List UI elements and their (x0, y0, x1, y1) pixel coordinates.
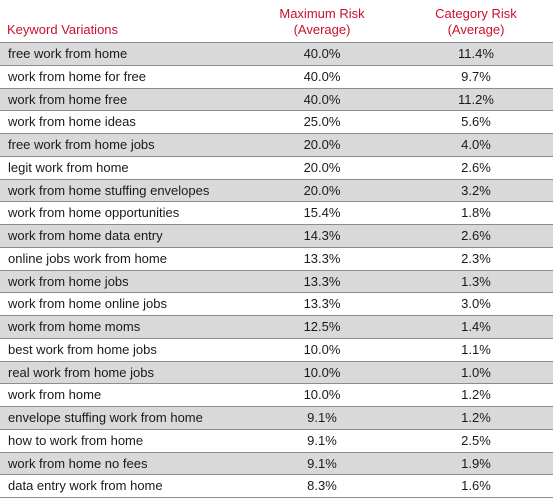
keyword-cell: work from home moms (8, 319, 141, 334)
keyword-cell: work from home online jobs (8, 296, 167, 312)
table-row: free work from home 40.0% 11.4% (0, 43, 553, 66)
category-risk-cell: 3.0% (461, 296, 491, 312)
maximum-risk-cell: 10.0% (303, 364, 341, 380)
maximum-risk-cell: 10.0% (303, 341, 341, 357)
table-row: work from home for free 40.0% 9.7% (0, 66, 553, 89)
keyword-cell: work from home for free (8, 68, 146, 84)
category-risk-cell: 2.6% (461, 228, 491, 243)
keyword-cell: work from home (8, 387, 102, 403)
category-risk-cell: 11.4% (458, 46, 494, 61)
category-risk-cell: 1.0% (461, 364, 491, 380)
table-row: data entry work from home 8.3% 1.6% (0, 475, 553, 498)
category-risk-cell: 2.5% (461, 432, 491, 448)
maximum-risk-cell: 15.4% (303, 205, 341, 221)
maximum-risk-cell: 8.3% (307, 478, 337, 494)
maximum-risk-cell: 40.0% (303, 68, 341, 84)
category-risk-cell: 1.6% (461, 478, 491, 494)
maximum-risk-cell: 13.3% (303, 250, 341, 266)
table-body: free work from home 40.0% 11.4% work from h… (0, 43, 553, 498)
keyword-cell: work from home jobs (8, 273, 129, 289)
maximum-risk-cell: 14.3% (303, 228, 341, 243)
keyword-cell: how to work from home (8, 432, 144, 448)
table-row: work from home moms 12.5% 1.4% (0, 316, 553, 339)
category-risk-cell: 11.2% (458, 91, 494, 107)
table-row: work from home free 40.0% 11.2% (0, 88, 553, 112)
table-row: work from home data entry 14.3% 2.6% (0, 225, 553, 248)
category-risk-cell: 2.6% (461, 159, 491, 175)
table-row: how to work from home 9.1% 2.5% (0, 430, 553, 453)
category-risk-cell: 4.0% (461, 137, 491, 152)
maximum-risk-cell: 12.5% (303, 319, 341, 334)
header-maximum-risk-line1: Maximum Risk (279, 6, 365, 21)
header-maximum-risk: Maximum Risk (Average) (258, 6, 386, 38)
table-row: work from home 10.0% 1.2% (0, 384, 553, 407)
table-row: free work from home jobs 20.0% 4.0% (0, 134, 553, 157)
category-risk-cell: 3.2% (461, 182, 491, 198)
keyword-cell: online jobs work from home (8, 250, 167, 266)
maximum-risk-cell: 40.0% (303, 91, 341, 107)
maximum-risk-cell: 25.0% (303, 114, 341, 130)
keyword-cell: work from home stuffing envelopes (8, 182, 210, 198)
category-risk-cell: 5.6% (461, 114, 491, 130)
table-row: work from home ideas 25.0% 5.6% (0, 111, 553, 134)
keyword-cell: work from home data entry (8, 228, 163, 243)
category-risk-cell: 1.2% (461, 387, 491, 403)
category-risk-cell: 1.4% (461, 319, 491, 334)
maximum-risk-cell: 20.0% (303, 182, 341, 198)
table-header: Keyword Variations Maximum Risk (Average… (0, 0, 553, 43)
header-category-risk-line2: (Average) (447, 22, 505, 37)
category-risk-cell: 1.2% (461, 410, 491, 425)
keyword-cell: free work from home (8, 46, 128, 61)
keyword-cell: work from home free (8, 91, 128, 107)
header-maximum-risk-line2: (Average) (293, 22, 351, 37)
keyword-cell: best work from home jobs (8, 341, 157, 357)
header-category-risk: Category Risk (Average) (412, 6, 540, 38)
table-row: real work from home jobs 10.0% 1.0% (0, 361, 553, 385)
maximum-risk-cell: 13.3% (303, 273, 341, 289)
maximum-risk-cell: 20.0% (303, 137, 341, 152)
maximum-risk-cell: 10.0% (303, 387, 341, 403)
keyword-cell: work from home opportunities (8, 205, 180, 221)
maximum-risk-cell: 20.0% (303, 159, 341, 175)
table-row: work from home stuffing envelopes 20.0% 3.… (0, 179, 553, 203)
category-risk-cell: 2.3% (461, 250, 491, 266)
header-keyword-variations: Keyword Variations (7, 22, 118, 38)
header-keyword-label: Keyword Variations (7, 22, 119, 37)
keyword-cell: envelope stuffing work from home (8, 410, 203, 425)
keyword-cell: free work from home jobs (8, 137, 155, 152)
table-row: work from home no fees 9.1% 1.9% (0, 452, 553, 476)
table-row: work from home opportunities 15.4% 1.8% (0, 202, 553, 225)
maximum-risk-cell: 9.1% (307, 410, 337, 425)
table-row: work from home jobs 13.3% 1.3% (0, 270, 553, 294)
keyword-cell: real work from home jobs (8, 364, 154, 380)
maximum-risk-cell: 9.1% (307, 455, 337, 471)
category-risk-cell: 9.7% (461, 68, 491, 84)
keyword-cell: work from home no fees (8, 455, 148, 471)
category-risk-cell: 1.1% (461, 341, 491, 357)
category-risk-cell: 1.8% (461, 205, 491, 221)
maximum-risk-cell: 9.1% (307, 432, 337, 448)
table-row: envelope stuffing work from home 9.1% 1.2% (0, 407, 553, 430)
category-risk-cell: 1.3% (461, 273, 491, 289)
maximum-risk-cell: 13.3% (303, 296, 341, 312)
keyword-cell: data entry work from home (8, 478, 163, 494)
table-row: best work from home jobs 10.0% 1.1% (0, 339, 553, 362)
table-row: work from home online jobs 13.3% 3.0% (0, 293, 553, 316)
maximum-risk-cell: 40.0% (303, 46, 341, 61)
keyword-cell: work from home ideas (8, 114, 136, 130)
category-risk-cell: 1.9% (461, 455, 491, 471)
keyword-cell: legit work from home (8, 159, 129, 175)
table-row: online jobs work from home 13.3% 2.3% (0, 248, 553, 271)
table-row: legit work from home 20.0% 2.6% (0, 157, 553, 180)
header-category-risk-line1: Category Risk (435, 6, 517, 21)
